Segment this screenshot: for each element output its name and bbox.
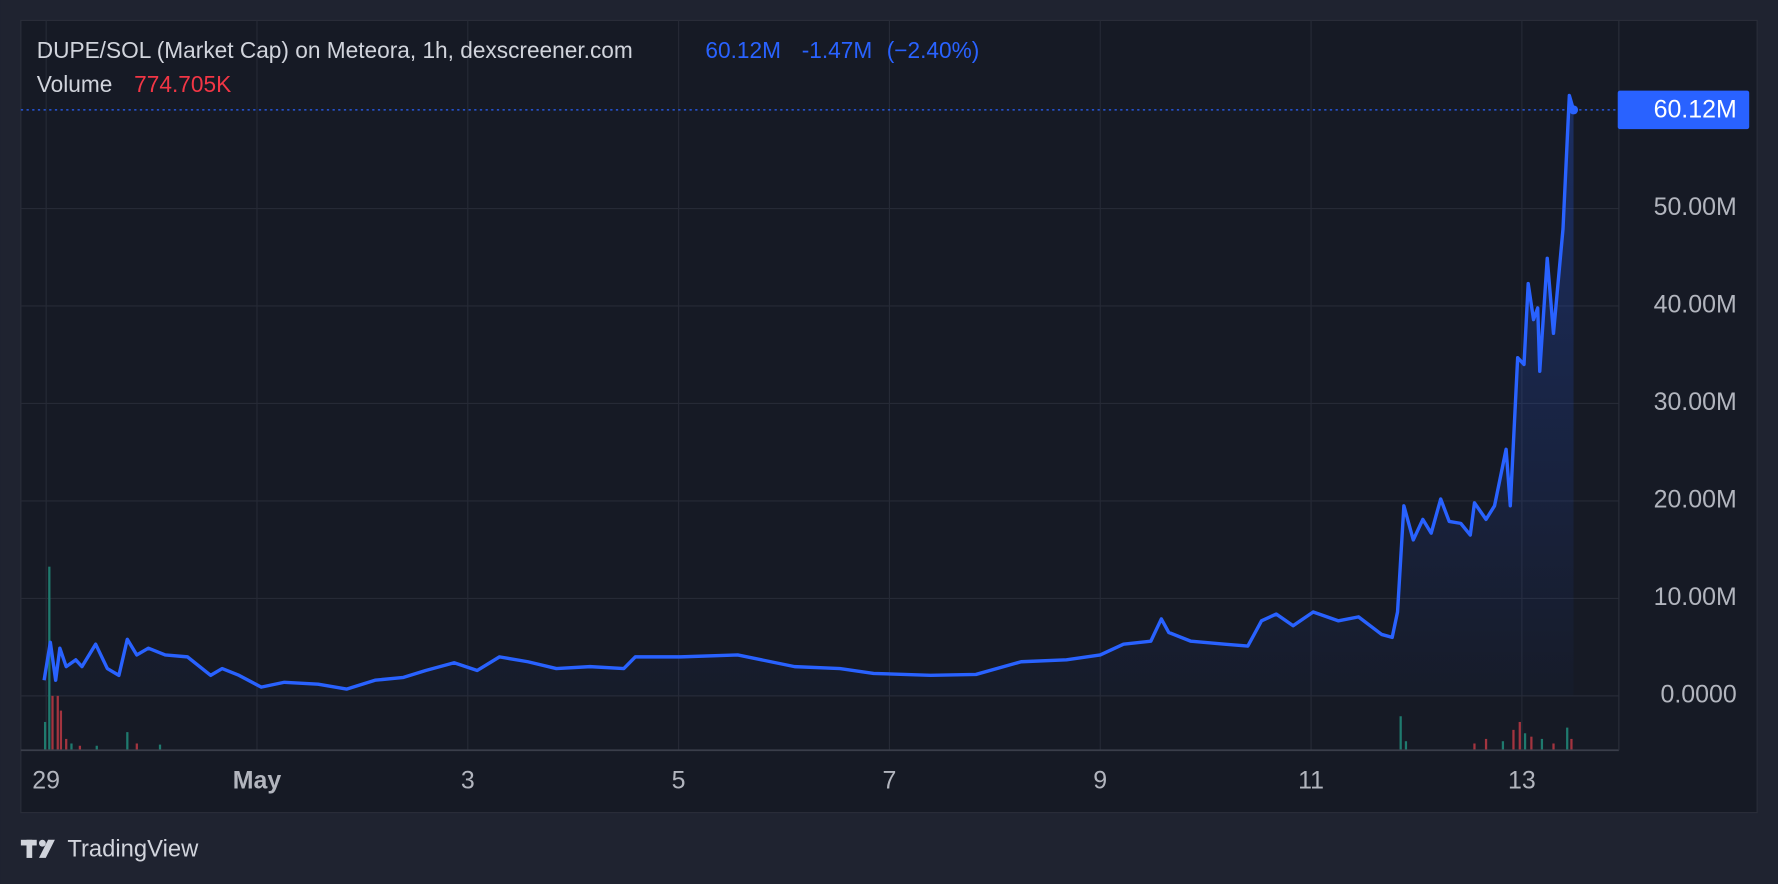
volume-bar: [1570, 738, 1573, 751]
y-tick-label: 20.00M: [1654, 486, 1737, 514]
volume-bar: [51, 695, 54, 751]
volume-bar: [95, 745, 98, 751]
volume-bar: [1530, 736, 1533, 751]
volume-bar: [135, 743, 138, 751]
header-value: 60.12M: [705, 37, 781, 63]
x-tick-label: 13: [1508, 767, 1536, 795]
y-tick-label: 30.00M: [1654, 388, 1737, 416]
y-tick-label: 10.00M: [1654, 583, 1737, 611]
last-price-label: 60.12M: [1654, 96, 1737, 124]
volume-bar: [158, 744, 162, 751]
volume-bar: [59, 710, 63, 751]
volume-label: Volume: [37, 71, 113, 97]
header-change-pct: (−2.40%): [887, 37, 980, 63]
line: [42, 93, 1576, 691]
volume-bar: [1404, 741, 1408, 751]
volume-bar: [78, 745, 82, 751]
y-tick-label: 0.0000: [1660, 680, 1736, 708]
x-tick-label: 9: [1093, 767, 1107, 795]
volume-bar: [1540, 738, 1544, 751]
volume-bar: [70, 743, 73, 751]
volume-bar: [1566, 727, 1569, 751]
volume-bar: [43, 721, 47, 751]
volume-bar: [1473, 743, 1476, 751]
volume-bar: [1552, 743, 1555, 751]
area: [44, 95, 1574, 696]
x-tick-label: 5: [672, 767, 686, 795]
x-tick-label: May: [233, 767, 282, 795]
volume-bar: [1518, 721, 1521, 751]
header-change: -1.47M: [802, 37, 873, 63]
x-tick-label: 11: [1298, 767, 1324, 795]
x-tick-label: 29: [32, 767, 60, 795]
brand-name: TradingView: [67, 835, 199, 862]
volume-value: 774.705K: [134, 71, 231, 97]
volume-bar: [56, 695, 59, 751]
last-price-tag: [1617, 90, 1750, 130]
x-tick-label: 7: [882, 767, 896, 795]
x-tick-label: 3: [461, 767, 475, 795]
volume-bar: [1523, 733, 1527, 751]
volume-bar: [126, 732, 129, 751]
volume-bar: [1399, 716, 1402, 751]
volume-bar: [1512, 729, 1515, 751]
y-tick-label: 50.00M: [1654, 193, 1737, 221]
chart-title: DUPE/SOL (Market Cap) on Meteora, 1h, de…: [37, 37, 633, 63]
brand-logo: [20, 839, 55, 858]
volume-bar: [1501, 741, 1505, 751]
y-tick-label: 40.00M: [1654, 291, 1737, 319]
volume-bar: [65, 738, 68, 751]
volume-bar: [1484, 738, 1488, 751]
